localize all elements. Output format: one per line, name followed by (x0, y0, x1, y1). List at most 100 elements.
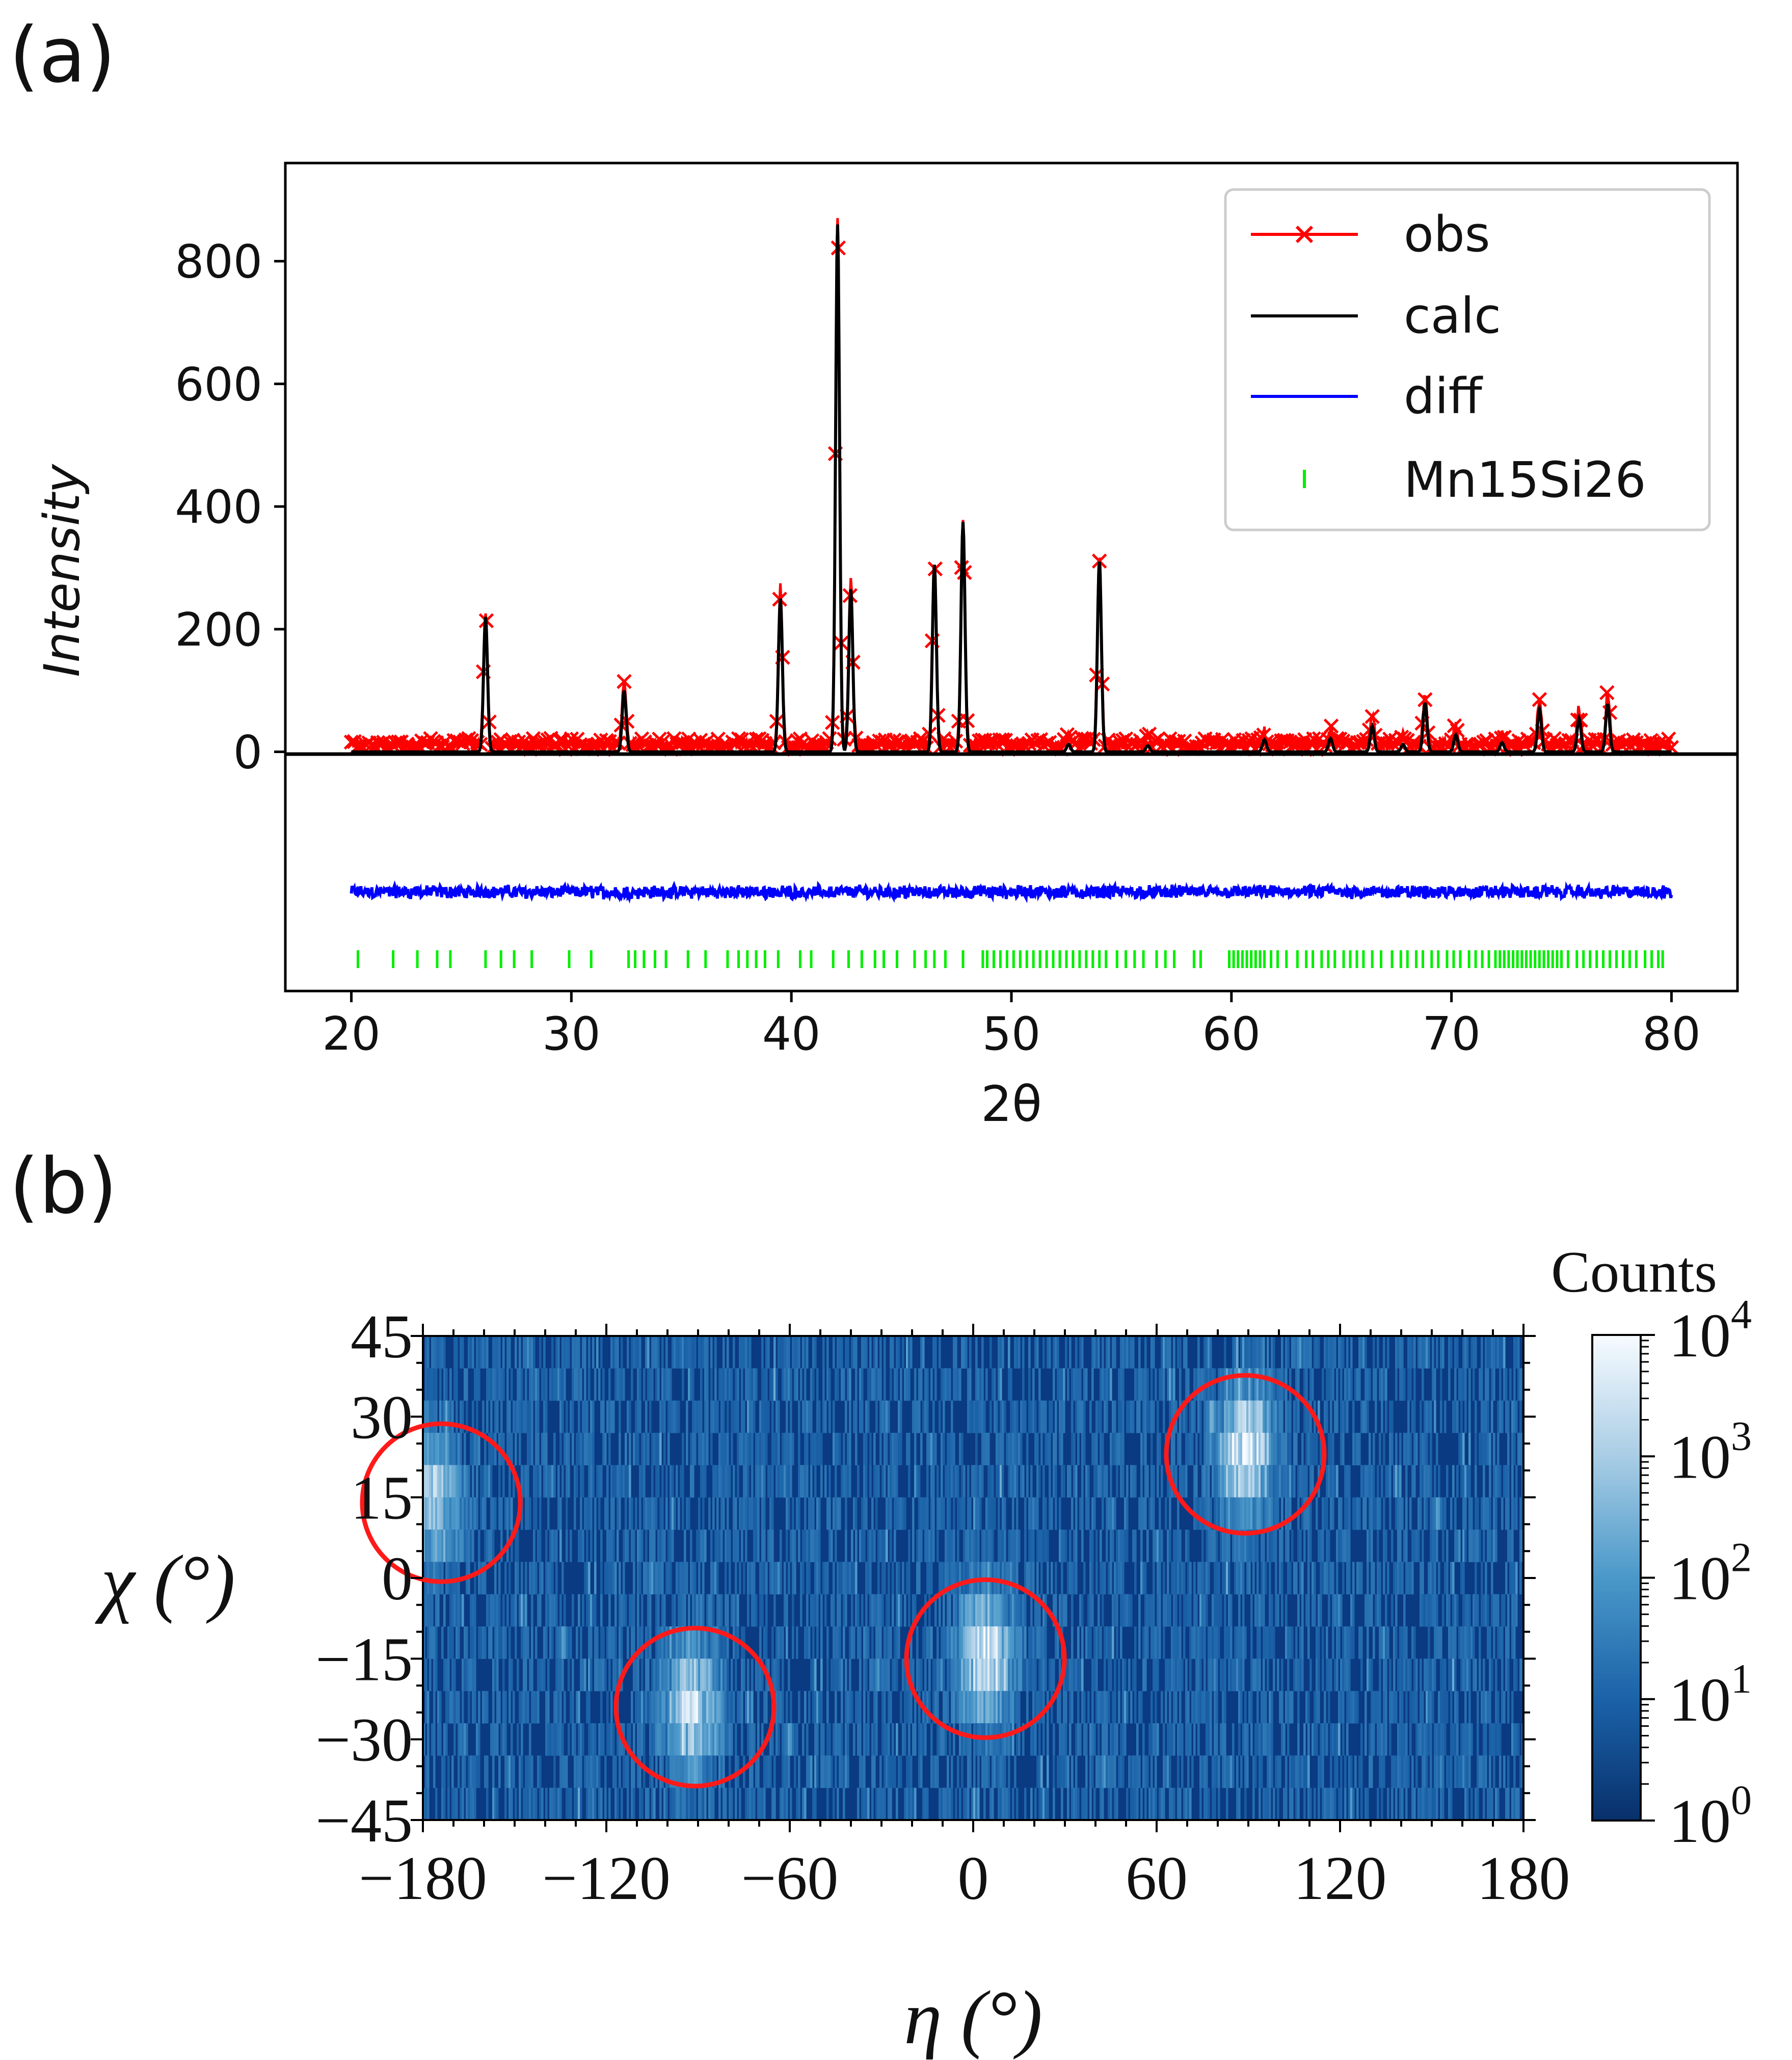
heatmap-cell (1014, 1594, 1017, 1627)
heatmap-cell (1075, 1336, 1078, 1369)
heatmap-cell (1511, 1691, 1514, 1724)
heatmap-cell (588, 1433, 591, 1465)
heatmap-cell (1464, 1691, 1467, 1724)
heatmap-cell (1140, 1530, 1143, 1562)
heatmap-cell (833, 1497, 835, 1530)
heatmap-cell (1108, 1562, 1110, 1595)
heatmap-cell (1214, 1433, 1216, 1465)
heatmap-cell (545, 1530, 548, 1562)
heatmap-cell (1342, 1530, 1345, 1562)
heatmap-cell (1456, 1594, 1459, 1627)
heatmap-cell (941, 1562, 943, 1595)
heatmap-cell (816, 1691, 819, 1724)
heatmap-cell (1318, 1336, 1320, 1369)
heatmap-cell (451, 1626, 454, 1659)
heatmap-cell (1301, 1465, 1304, 1498)
heatmap-cells (423, 1336, 1523, 1820)
heatmap-cell (1093, 1626, 1096, 1659)
heatmap-cell (1285, 1626, 1288, 1659)
heatmap-cell (647, 1368, 650, 1401)
heatmap-cell (466, 1400, 468, 1433)
heatmap-cell (1159, 1433, 1161, 1465)
heatmap-cell (1040, 1626, 1043, 1659)
heatmap-cell (1307, 1433, 1310, 1465)
heatmap-cell (655, 1562, 658, 1595)
heatmap-cell (1479, 1658, 1481, 1692)
heatmap-cell (496, 1594, 499, 1627)
heatmap-cell (472, 1691, 474, 1724)
heatmap-cell (1277, 1433, 1279, 1465)
heatmap-cell (714, 1400, 717, 1433)
heatmap-cell (578, 1433, 580, 1465)
heatmap-cell (818, 1497, 821, 1530)
heatmap-cell (1240, 1691, 1243, 1724)
heatmap-cell (692, 1433, 694, 1465)
heatmap-cell (533, 1465, 536, 1498)
heatmap-cell (680, 1723, 682, 1756)
heatmap-cell (541, 1433, 544, 1465)
heatmap-cell (667, 1723, 670, 1756)
heatmap-cell (1185, 1594, 1188, 1627)
heatmap-cell (1112, 1691, 1114, 1724)
heatmap-cell (835, 1465, 837, 1498)
heatmap-cell (1279, 1433, 1281, 1465)
heatmap-cell (755, 1658, 758, 1692)
heatmap-cell (1362, 1336, 1365, 1369)
heatmap-cell (1287, 1400, 1290, 1433)
heatmap-cell (1479, 1433, 1481, 1465)
heatmap-cell (1201, 1594, 1204, 1627)
heatmap-cell (637, 1433, 639, 1465)
heatmap-cell (694, 1433, 697, 1465)
heatmap-cell (1256, 1691, 1259, 1724)
heatmap-cell (716, 1658, 719, 1692)
heatmap-cell (1216, 1658, 1218, 1692)
heatmap-cell (767, 1400, 770, 1433)
heatmap-cell (535, 1433, 538, 1465)
heatmap-cell (1432, 1530, 1434, 1562)
heatmap-cell (614, 1562, 617, 1595)
heatmap-cell (1163, 1400, 1165, 1433)
heatmap-cell (614, 1594, 617, 1627)
heatmap-cell (1413, 1530, 1416, 1562)
heatmap-cell (490, 1594, 493, 1627)
heatmap-cell (637, 1723, 639, 1756)
heatmap-cell (1312, 1465, 1314, 1498)
heatmap-cell (639, 1723, 641, 1756)
heatmap-cell (861, 1336, 864, 1369)
heatmap-cell (1322, 1497, 1324, 1530)
heatmap-cell (1079, 1336, 1082, 1369)
heatmap-cell (692, 1626, 694, 1659)
heatmap-cell (698, 1530, 701, 1562)
heatmap-cell (1118, 1658, 1120, 1692)
heatmap-cell (1256, 1626, 1259, 1659)
heatmap-cell (1462, 1336, 1465, 1369)
heatmap-cell (1293, 1433, 1296, 1465)
heatmap-cell (998, 1594, 1000, 1627)
heatmap-cell (873, 1433, 876, 1465)
heatmap-cell (1367, 1658, 1369, 1692)
heatmap-cell (694, 1658, 697, 1692)
obs-marker (617, 674, 632, 689)
heatmap-cell (1369, 1594, 1371, 1627)
heatmap-cell (1108, 1336, 1110, 1369)
heatmap-cell (812, 1368, 815, 1401)
heatmap-cell (1006, 1723, 1008, 1756)
obs-marker (1365, 709, 1380, 724)
heatmap-cell (1511, 1594, 1514, 1627)
heatmap-cell (1206, 1530, 1208, 1562)
heatmap-cell (1165, 1336, 1167, 1369)
heatmap-cell (600, 1658, 603, 1692)
heatmap-cell (429, 1658, 432, 1692)
heatmap-cell (1218, 1400, 1220, 1433)
heatmap-cell (1462, 1368, 1465, 1401)
heatmap-cell (1234, 1562, 1237, 1595)
heatmap-cell (431, 1626, 434, 1659)
heatmap-cell (639, 1530, 641, 1562)
heatmap-cell (1114, 1594, 1116, 1627)
heatmap-cell (955, 1691, 957, 1724)
heatmap-cell (865, 1465, 868, 1498)
heatmap-cell (1250, 1594, 1253, 1627)
heatmap-cell (472, 1530, 474, 1562)
heatmap-cell (1277, 1400, 1279, 1433)
